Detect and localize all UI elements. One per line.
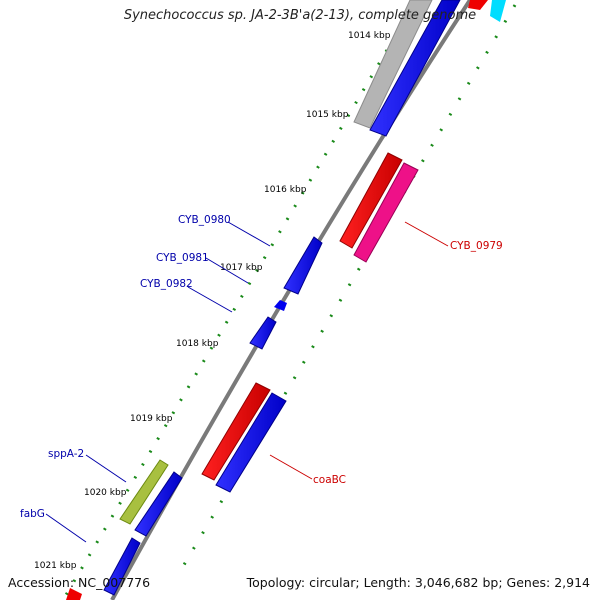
leader-cyb0979 (404, 221, 449, 247)
topology-text: Topology: circular; Length: 3,046,682 bp… (246, 575, 590, 590)
tick-label-1019: 1019 kbp (130, 414, 173, 424)
leader-coabc (269, 454, 313, 480)
gene-label-cyb0981[interactable]: CYB_0981 (156, 252, 209, 264)
gene-label-cyb0979[interactable]: CYB_0979 (450, 240, 503, 252)
gene-label-sppa2[interactable]: sppA-2 (48, 448, 84, 460)
leader-cyb0982 (187, 286, 233, 313)
gene-forward-1014 (369, 0, 461, 137)
gene-forward-sppa2-b (134, 471, 183, 537)
gene-rna-cyb0979 (353, 162, 419, 263)
gene-label-fabg[interactable]: fabG (20, 508, 45, 520)
gene-cyb0981 (274, 300, 287, 311)
gene-reverse-top (468, 0, 488, 10)
leader-cyb0980 (227, 221, 271, 247)
tick-label-1015: 1015 kbp (306, 110, 349, 120)
gene-coabc (215, 392, 287, 493)
genome-backbone (110, 0, 472, 600)
map-title: Synechococcus sp. JA-2-3B'a(2-13), compl… (123, 8, 477, 23)
gene-label-cyb0980[interactable]: CYB_0980 (178, 214, 231, 226)
gene-label-coabc[interactable]: coaBC (313, 474, 346, 486)
tick-label-1021: 1021 kbp (34, 561, 77, 571)
gene-sppa2 (119, 459, 169, 525)
tick-label-1016: 1016 kbp (264, 185, 307, 195)
gene-label-cyb0982[interactable]: CYB_0982 (140, 278, 193, 290)
tick-label-1014: 1014 kbp (348, 31, 391, 41)
gene-fabg (103, 537, 141, 596)
tick-label-1018: 1018 kbp (176, 339, 219, 349)
leader-cyb0981 (205, 257, 249, 284)
tick-label-1020: 1020 kbp (84, 488, 127, 498)
gene-cyb0980 (283, 236, 323, 295)
gene-cyb0982 (249, 316, 277, 350)
tick-ring-outer (64, 49, 389, 596)
gene-other-1014 (353, 0, 433, 129)
leader-sppa2 (85, 454, 127, 483)
gene-reverse-coabc-a (201, 382, 271, 481)
gene-reverse-cyb0979-a (339, 152, 403, 249)
accession-text: Accession: NC_007776 (8, 575, 151, 590)
gene-rna-top (490, 0, 506, 22)
tick-label-1017: 1017 kbp (220, 263, 263, 273)
leader-fabg (45, 513, 87, 543)
gene-reverse-bottom (66, 588, 82, 600)
